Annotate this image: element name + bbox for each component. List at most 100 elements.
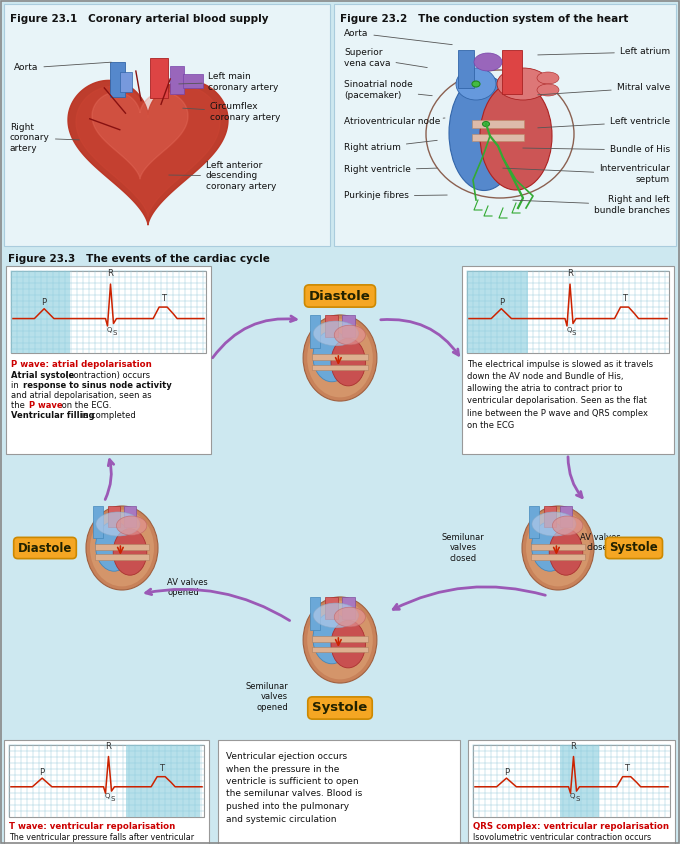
Ellipse shape bbox=[86, 506, 158, 590]
Text: Right and left
bundle branches: Right and left bundle branches bbox=[513, 195, 670, 214]
Ellipse shape bbox=[449, 75, 519, 191]
Text: Diastole: Diastole bbox=[309, 289, 371, 302]
Text: Systole: Systole bbox=[312, 701, 368, 715]
Text: T: T bbox=[622, 294, 627, 302]
Text: QRS complex: ventricular repolarisation: QRS complex: ventricular repolarisation bbox=[473, 822, 669, 831]
Bar bbox=[473, 745, 670, 817]
Ellipse shape bbox=[303, 315, 377, 401]
Bar bbox=[107, 506, 120, 528]
Bar bbox=[120, 72, 132, 92]
Ellipse shape bbox=[472, 81, 480, 87]
Bar bbox=[126, 745, 200, 817]
Ellipse shape bbox=[96, 522, 133, 571]
Ellipse shape bbox=[307, 319, 373, 398]
Text: Figure 23.2   The conduction system of the heart: Figure 23.2 The conduction system of the… bbox=[340, 14, 628, 24]
Text: S: S bbox=[575, 796, 579, 802]
Text: T wave: ventricular repolarisation: T wave: ventricular repolarisation bbox=[9, 822, 175, 831]
Text: Atrioventricular node: Atrioventricular node bbox=[344, 117, 445, 127]
Bar bbox=[95, 544, 149, 550]
Text: Figure 23.1   Coronary arterial blood supply: Figure 23.1 Coronary arterial blood supp… bbox=[10, 14, 269, 24]
Ellipse shape bbox=[313, 331, 351, 381]
Bar bbox=[95, 555, 149, 560]
Text: Left anterior
descending
coronary artery: Left anterior descending coronary artery bbox=[169, 161, 276, 191]
Ellipse shape bbox=[480, 82, 552, 190]
Text: (contraction) occurs: (contraction) occurs bbox=[63, 371, 150, 380]
Bar bbox=[334, 4, 676, 246]
Bar bbox=[9, 745, 204, 817]
Text: Semilunar
valves
opened: Semilunar valves opened bbox=[245, 682, 288, 711]
Text: Q: Q bbox=[107, 327, 112, 333]
Polygon shape bbox=[76, 86, 220, 217]
Ellipse shape bbox=[549, 529, 583, 576]
Text: S: S bbox=[112, 330, 117, 336]
Text: Right ventricle: Right ventricle bbox=[344, 165, 437, 175]
Bar bbox=[93, 506, 103, 538]
Ellipse shape bbox=[116, 516, 147, 535]
Text: R: R bbox=[107, 269, 114, 278]
Text: R: R bbox=[105, 743, 112, 751]
Text: T: T bbox=[624, 764, 629, 773]
Text: P: P bbox=[498, 299, 504, 307]
Bar bbox=[6, 266, 211, 454]
Text: Systole: Systole bbox=[610, 542, 658, 555]
Bar bbox=[11, 271, 69, 353]
Text: Ventricular filling: Ventricular filling bbox=[11, 411, 95, 420]
Text: Ventricular ejection occurs
when the pressure in the
ventricle is sufficient to : Ventricular ejection occurs when the pre… bbox=[226, 752, 362, 824]
Ellipse shape bbox=[335, 607, 365, 627]
Bar bbox=[543, 506, 556, 528]
Bar bbox=[341, 598, 355, 619]
Bar bbox=[325, 316, 339, 337]
Ellipse shape bbox=[313, 321, 358, 346]
Ellipse shape bbox=[522, 506, 594, 590]
Ellipse shape bbox=[313, 613, 351, 663]
Text: R: R bbox=[567, 269, 573, 278]
Text: response to sinus node activity: response to sinus node activity bbox=[23, 381, 172, 390]
Text: P: P bbox=[504, 768, 509, 777]
Text: Figure 23.3   The events of the cardiac cycle: Figure 23.3 The events of the cardiac cy… bbox=[8, 254, 270, 264]
Text: Right
coronary
artery: Right coronary artery bbox=[10, 123, 80, 153]
Bar bbox=[312, 647, 368, 652]
Ellipse shape bbox=[96, 512, 140, 536]
Text: on the ECG.: on the ECG. bbox=[59, 401, 112, 410]
Ellipse shape bbox=[497, 68, 549, 100]
Bar bbox=[325, 598, 339, 619]
Ellipse shape bbox=[90, 510, 154, 587]
Bar bbox=[502, 50, 522, 94]
Bar bbox=[183, 74, 203, 88]
Text: the: the bbox=[11, 401, 27, 410]
Bar bbox=[110, 62, 125, 97]
Text: Left ventricle: Left ventricle bbox=[538, 117, 670, 127]
Text: in: in bbox=[11, 381, 21, 390]
Text: Diastole: Diastole bbox=[18, 542, 72, 555]
Ellipse shape bbox=[537, 72, 559, 84]
Ellipse shape bbox=[532, 522, 568, 571]
Text: Interventricular
septum: Interventricular septum bbox=[503, 165, 670, 184]
Ellipse shape bbox=[307, 601, 373, 679]
Text: Mitral valve: Mitral valve bbox=[538, 84, 670, 95]
Text: S: S bbox=[572, 330, 576, 336]
Text: AV valves
closed: AV valves closed bbox=[579, 533, 620, 553]
Text: The ventricular pressure falls after ventricular
ejection, causing the semilunar: The ventricular pressure falls after ven… bbox=[9, 833, 209, 844]
Text: Left atrium: Left atrium bbox=[538, 47, 670, 57]
Ellipse shape bbox=[456, 68, 496, 100]
Text: Bundle of His: Bundle of His bbox=[523, 145, 670, 154]
Bar bbox=[531, 544, 585, 550]
Bar bbox=[11, 271, 206, 353]
Text: P wave: atrial depolarisation: P wave: atrial depolarisation bbox=[11, 360, 152, 369]
Ellipse shape bbox=[532, 512, 576, 536]
Text: Q: Q bbox=[570, 793, 575, 799]
Text: Superior
vena cava: Superior vena cava bbox=[344, 48, 427, 68]
Text: Atrial systole: Atrial systole bbox=[11, 371, 74, 380]
Ellipse shape bbox=[113, 529, 147, 576]
Text: Aorta: Aorta bbox=[344, 29, 452, 45]
Bar bbox=[4, 4, 330, 246]
Text: S: S bbox=[110, 796, 115, 802]
Polygon shape bbox=[68, 80, 228, 225]
Bar bbox=[124, 506, 137, 528]
Bar bbox=[4, 740, 209, 844]
Ellipse shape bbox=[526, 510, 590, 587]
Ellipse shape bbox=[331, 620, 365, 668]
Bar bbox=[312, 636, 368, 642]
Text: Circumflex
coronary artery: Circumflex coronary artery bbox=[183, 102, 280, 122]
Bar bbox=[170, 66, 184, 94]
